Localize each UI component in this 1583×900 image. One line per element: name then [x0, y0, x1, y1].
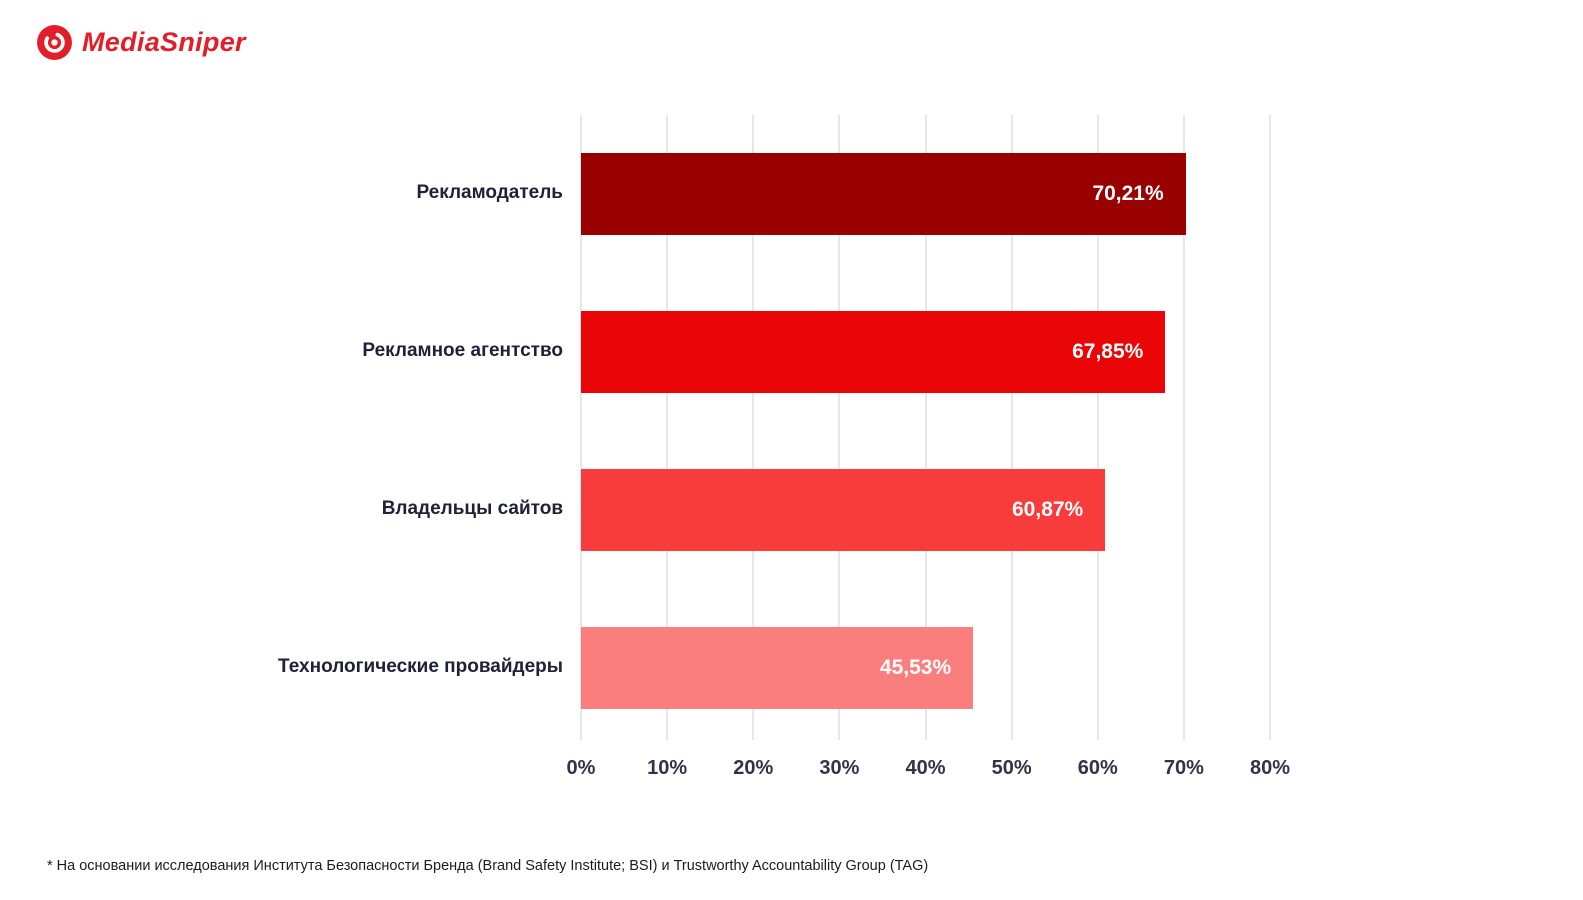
plot-area: 0% 10% 20% 30% 40% 50% 60% 70% 80% 70,21% 67,85% 60… — [567, 115, 1290, 779]
bar-value-label: 45,53% — [879, 656, 952, 679]
bar: 67,85% — [581, 311, 1166, 393]
x-tick-label: 20% — [733, 757, 774, 779]
bar: 45,53% — [581, 627, 974, 709]
category-labels: Рекламодатель Рекламное агентство Владельц… — [0, 115, 563, 740]
mediasniper-logo: MediaSniper — [36, 24, 246, 61]
brand-name: MediaSniper — [82, 27, 246, 57]
category-label: Технологические провайдеры — [278, 656, 563, 677]
gridline — [752, 115, 755, 740]
category-label: Рекламодатель — [416, 182, 563, 203]
mediasniper-logo-icon — [36, 24, 73, 61]
gridline — [1269, 115, 1271, 740]
bar: 70,21% — [581, 153, 1186, 235]
x-tick-label: 10% — [647, 757, 688, 779]
category-label: Владельцы сайтов — [381, 498, 563, 519]
x-tick-label: 40% — [905, 757, 946, 779]
x-tick-label: 80% — [1249, 757, 1291, 779]
x-tick-label: 70% — [1163, 757, 1204, 779]
bar-value-label: 70,21% — [1092, 182, 1164, 205]
x-tick-label: 30% — [819, 757, 860, 779]
gridline — [1096, 115, 1099, 740]
bar-value-label: 67,85% — [1072, 340, 1144, 363]
x-tick-label: 0% — [566, 757, 596, 779]
gridline — [1010, 115, 1013, 740]
gridline — [838, 115, 841, 740]
gridline — [580, 115, 582, 740]
category-label: Рекламное агентство — [362, 340, 563, 361]
bar-value-label: 60,87% — [1012, 498, 1084, 521]
gridline — [1182, 115, 1185, 740]
gridline — [924, 115, 927, 740]
bar: 60,87% — [581, 469, 1106, 551]
gridline — [666, 115, 669, 740]
x-tick-label: 60% — [1077, 757, 1118, 779]
footnote: * На основании исследования Института Бе… — [47, 858, 929, 874]
x-tick-label: 50% — [991, 757, 1032, 779]
